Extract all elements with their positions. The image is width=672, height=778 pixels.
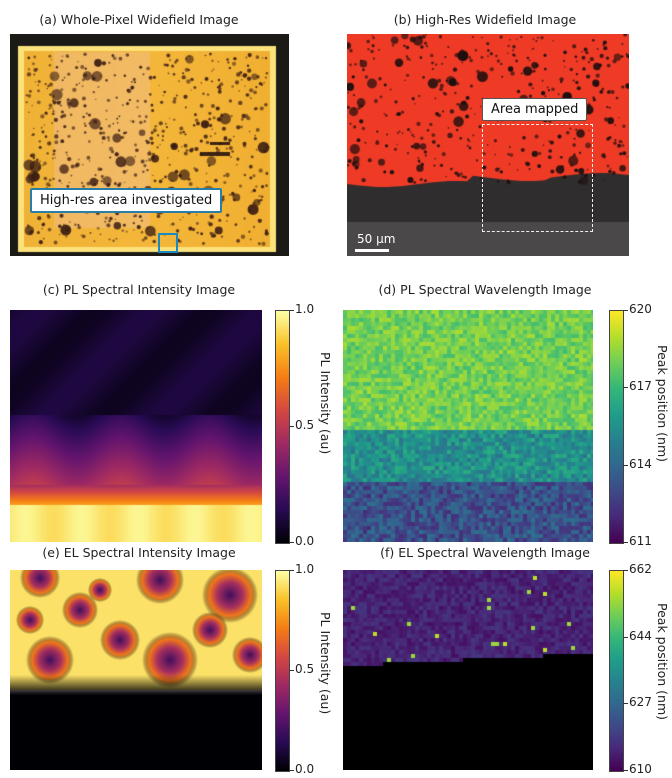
colorbar-c-tick-label: 0.5 [295,418,315,432]
colorbar-e-tick-mark [289,770,294,771]
colorbar-e-tick-label: 0.0 [295,762,315,776]
scale-bar-label: 50 µm [357,232,396,246]
colorbar-d-tick-label: 611 [629,534,652,548]
pl-intensity-map [10,310,262,542]
panel-a-title: (a) Whole-Pixel Widefield Image [39,12,239,27]
area-mapped-callout: Area mapped [482,98,588,121]
panel-e-title: (e) EL Spectral Intensity Image [42,545,236,560]
area-mapped-box [482,124,593,232]
colorbar-f-tick-mark [623,770,628,771]
colorbar-e-tick-label: 0.5 [295,662,315,676]
colorbar-c-tick-label: 0.0 [295,534,315,548]
colorbar-d-label: Peak position (nm) [655,345,670,462]
colorbar-e-tick-mark [289,670,294,671]
colorbar-e-label: PL Intensity (au) [318,612,333,715]
colorbar-f-tick-label: 610 [629,762,652,776]
colorbar-d-tick-label: 617 [629,379,652,394]
colorbar-f-tick-label: 662 [629,562,652,576]
high-res-widefield-image [347,34,629,256]
colorbar-f-tick-mark [623,703,628,705]
panel-b-title: (b) High-Res Widefield Image [393,12,577,27]
panel-f-title: (f) EL Spectral Wavelength Image [380,545,590,560]
colorbar-f-tick-mark [623,636,628,638]
colorbar-d-tick-label: 614 [629,456,652,471]
colorbar-c [275,310,290,544]
colorbar-e-tick-label: 1.0 [295,562,315,576]
colorbar-d-tick-mark [623,310,628,311]
colorbar-c-tick-label: 1.0 [295,302,315,316]
colorbar-f [609,570,624,772]
colorbar-d-tick-mark [623,387,628,389]
scale-bar [355,249,389,252]
colorbar-d-tick-label: 620 [629,302,652,316]
colorbar-f-tick-mark [623,570,628,571]
high-res-area-marker [158,233,178,253]
pl-wavelength-map [343,310,593,542]
colorbar-d-tick-mark [623,464,628,466]
panel-d-title: (d) PL Spectral Wavelength Image [378,282,592,297]
colorbar-e-tick-mark [289,570,294,571]
panel-c-title: (c) PL Spectral Intensity Image [42,282,236,297]
el-wavelength-map [343,570,593,770]
whole-pixel-widefield-image [10,34,289,256]
colorbar-d-tick-mark [623,542,628,543]
colorbar-c-tick-mark [289,542,294,543]
colorbar-e [275,570,290,772]
colorbar-c-label: PL Intensity (au) [318,352,333,455]
colorbar-d [609,310,624,544]
colorbar-f-label: Peak position (nm) [655,603,670,720]
colorbar-c-tick-mark [289,426,294,427]
colorbar-f-tick-label: 627 [629,695,652,710]
colorbar-c-tick-mark [289,310,294,311]
colorbar-f-tick-label: 644 [629,628,652,643]
el-intensity-map [10,570,262,770]
high-res-area-callout: High-res area investigated [30,188,223,213]
